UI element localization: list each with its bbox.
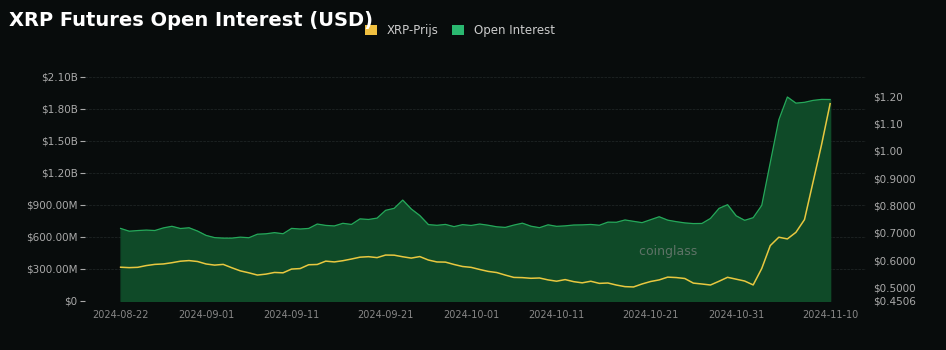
Text: coinglass: coinglass <box>632 245 698 258</box>
Legend: XRP-Prijs, Open Interest: XRP-Prijs, Open Interest <box>361 20 558 40</box>
Text: XRP Futures Open Interest (USD): XRP Futures Open Interest (USD) <box>9 10 374 29</box>
